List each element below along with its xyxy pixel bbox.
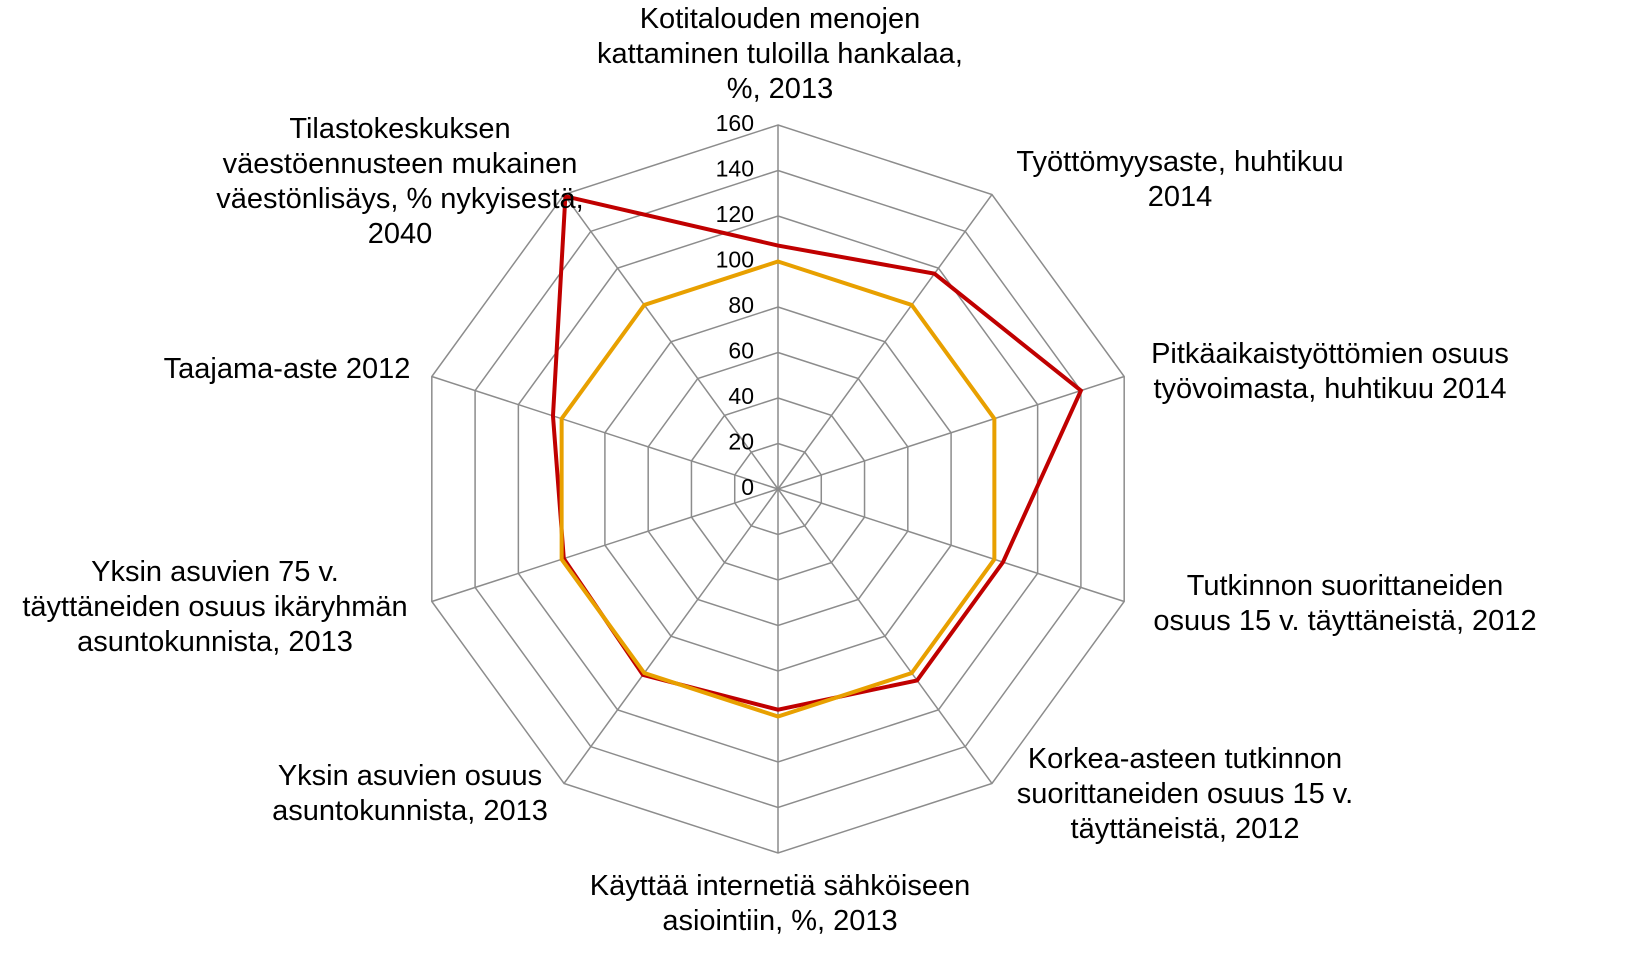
category-label-line: Käyttää internetiä sähköiseen — [590, 870, 970, 902]
category-label-line: asuntokunnista, 2013 — [272, 795, 548, 827]
category-label-line: Yksin asuvien osuus — [278, 760, 542, 792]
category-label: Kotitalouden menojen kattaminen tuloilla … — [597, 3, 963, 105]
category-label-line: Kotitalouden menojen — [640, 3, 921, 35]
category-label-line: %, 2013 — [727, 73, 833, 105]
axis-spoke — [777, 375, 1125, 490]
category-label-line: täyttäneistä, 2012 — [1071, 813, 1300, 845]
series-line — [559, 259, 997, 719]
category-label: Pitkäaikaistyöttömien osuus työvoimasta, … — [1151, 338, 1509, 405]
category-label-line: asuntokunnista, 2013 — [77, 626, 353, 658]
r-tick-label: 40 — [728, 383, 754, 409]
category-label-line: täyttäneiden osuus ikäryhmän — [22, 591, 407, 623]
category-label-line: Korkea-asteen tutkinnon — [1028, 743, 1342, 775]
category-label-line: Tutkinnon suorittaneiden — [1187, 570, 1504, 602]
axis-spoke — [431, 488, 779, 603]
category-label: Tutkinnon suorittaneiden osuus 15 v. täyt… — [1153, 570, 1536, 637]
category-label: Käyttää internetiä sähköiseen asiointiin,… — [590, 870, 970, 937]
category-label: Korkea-asteen tutkinnon suorittaneiden os… — [1017, 743, 1353, 845]
series-line — [550, 193, 1084, 712]
category-label-line: Pitkäaikaistyöttömien osuus — [1151, 338, 1509, 370]
axis-spoke — [777, 194, 993, 490]
r-tick-label: 160 — [716, 110, 754, 136]
category-label-line: osuus 15 v. täyttäneistä, 2012 — [1153, 605, 1536, 637]
category-label-line: 2014 — [1148, 181, 1213, 213]
axis-spoke — [563, 488, 779, 784]
category-label-line: 2040 — [368, 218, 433, 250]
category-label-line: työvoimasta, huhtikuu 2014 — [1153, 373, 1506, 405]
r-tick-label: 120 — [716, 201, 754, 227]
category-label: Työttömyysaste, huhtikuu 2014 — [1016, 146, 1343, 213]
axis-spoke — [431, 375, 779, 490]
category-label: Taajama-aste 2012 — [164, 353, 411, 385]
r-tick-label: 0 — [741, 474, 754, 500]
axis-spoke — [777, 488, 993, 784]
category-label-line: suorittaneiden osuus 15 v. — [1017, 778, 1353, 810]
r-tick-label: 20 — [728, 429, 754, 455]
axis-spoke — [563, 194, 779, 490]
axis-spoke — [777, 488, 1125, 603]
category-label-line: Työttömyysaste, huhtikuu — [1016, 146, 1343, 178]
category-label-line: väestöennusteen mukainen — [223, 148, 578, 180]
category-label: Tilastokeskuksen väestöennusteen mukainen… — [216, 113, 583, 250]
r-tick-label: 80 — [728, 292, 754, 318]
category-label-line: Yksin asuvien 75 v. — [91, 556, 339, 588]
category-label-line: Taajama-aste 2012 — [164, 353, 411, 385]
r-tick-label: 60 — [728, 338, 754, 364]
category-label-line: kattaminen tuloilla hankalaa, — [597, 38, 963, 70]
category-label-line: asiointiin, %, 2013 — [662, 905, 897, 937]
r-tick-label: 140 — [716, 156, 754, 182]
category-label-line: väestönlisäys, % nykyisestä, — [216, 183, 583, 215]
category-label: Yksin asuvien 75 v. täyttäneiden osuus ik… — [22, 556, 407, 658]
category-label-line: Tilastokeskuksen — [289, 113, 510, 145]
r-tick-label: 100 — [716, 247, 754, 273]
category-label: Yksin asuvien osuus asuntokunnista, 2013 — [272, 760, 548, 827]
